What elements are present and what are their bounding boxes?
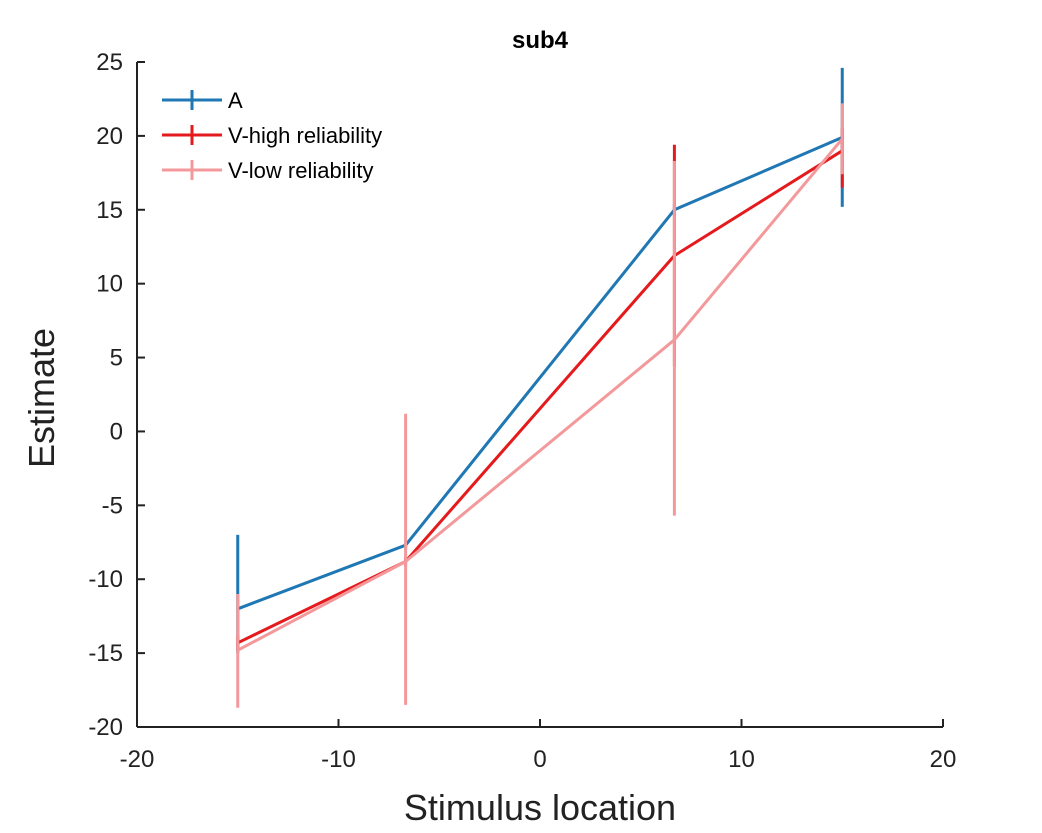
x-tick-label: 0 (533, 746, 546, 773)
x-tick-label: -10 (321, 746, 356, 773)
series-2 (236, 103, 844, 708)
y-tick-label: 5 (110, 345, 123, 372)
legend: A V-high reliability V-low reliability (162, 88, 382, 183)
legend-entry: V-low reliability (162, 158, 374, 183)
x-tick-label: 10 (728, 746, 755, 773)
legend-label: V-high reliability (228, 123, 382, 148)
y-tick-label: -10 (88, 566, 123, 593)
legend-label: A (228, 88, 243, 113)
x-axis-label: Stimulus location (404, 787, 676, 828)
y-tick-label: 0 (110, 418, 123, 445)
series-line (237, 149, 844, 645)
series-line (237, 137, 844, 652)
legend-label: V-low reliability (228, 158, 374, 183)
y-tick-label: -5 (102, 492, 123, 519)
chart-title: sub4 (512, 27, 569, 54)
y-tick-label: 25 (96, 49, 123, 76)
y-tick-label: -20 (88, 714, 123, 741)
series-0 (236, 67, 844, 654)
legend-entry: V-high reliability (162, 123, 382, 148)
axes: -20 -10 0 10 20 -20 -15 -10 -5 0 5 10 15 20 25 (88, 49, 956, 773)
series-1 (236, 128, 844, 651)
y-axis-label: Estimate (21, 328, 62, 468)
y-tick-label: 10 (96, 271, 123, 298)
x-tick-label: -20 (120, 746, 155, 773)
y-tick-label: 20 (96, 123, 123, 150)
series-line (237, 136, 843, 611)
y-tick-label: 15 (96, 197, 123, 224)
x-tick-label: 20 (930, 746, 957, 773)
legend-entry: A (162, 88, 243, 113)
y-tick-label: -15 (88, 640, 123, 667)
series-layer (236, 67, 844, 708)
